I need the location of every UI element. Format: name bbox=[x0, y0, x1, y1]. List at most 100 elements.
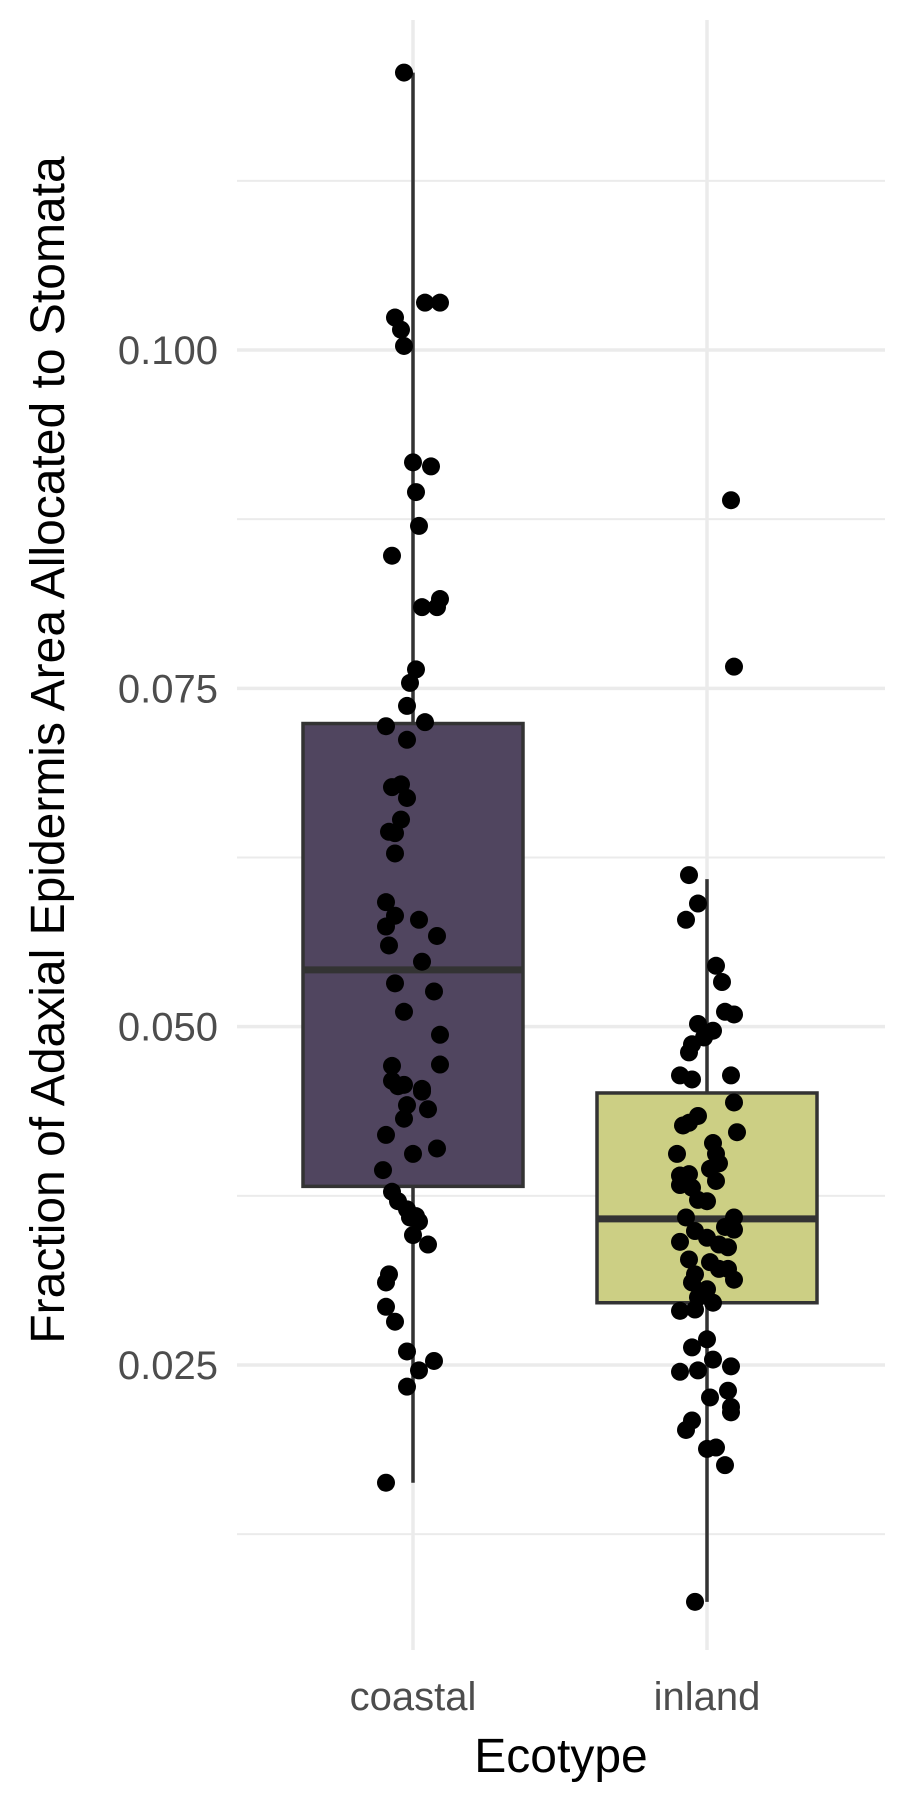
data-point-coastal bbox=[416, 713, 434, 732]
data-point-coastal bbox=[431, 1025, 449, 1044]
data-point-coastal bbox=[398, 1096, 416, 1115]
data-point-coastal bbox=[404, 453, 422, 472]
data-point-coastal bbox=[428, 926, 446, 945]
data-point-inland bbox=[677, 910, 695, 929]
data-point-inland bbox=[686, 1592, 704, 1611]
data-point-coastal bbox=[419, 1100, 437, 1119]
data-point-coastal bbox=[410, 516, 428, 535]
x-tick-label: coastal bbox=[350, 1675, 477, 1719]
data-point-coastal bbox=[383, 546, 401, 565]
data-point-inland bbox=[683, 1070, 701, 1089]
y-tick-label: 0.050 bbox=[118, 1006, 218, 1050]
data-point-coastal bbox=[404, 1144, 422, 1163]
data-point-coastal bbox=[404, 1226, 422, 1245]
data-point-coastal bbox=[410, 910, 428, 929]
data-point-inland bbox=[683, 1338, 701, 1357]
data-point-coastal bbox=[386, 1312, 404, 1331]
data-point-coastal bbox=[377, 1273, 395, 1292]
data-point-coastal bbox=[380, 936, 398, 955]
data-point-coastal bbox=[377, 1473, 395, 1492]
data-point-inland bbox=[680, 1043, 698, 1062]
x-axis-tick-labels: coastal inland bbox=[350, 1675, 761, 1719]
data-point-coastal bbox=[392, 810, 410, 829]
data-point-inland bbox=[680, 1250, 698, 1269]
data-point-coastal bbox=[419, 1235, 437, 1254]
data-point-coastal bbox=[386, 844, 404, 863]
data-point-inland bbox=[707, 1171, 725, 1190]
data-point-inland bbox=[671, 1301, 689, 1320]
data-point-coastal bbox=[377, 717, 395, 736]
data-point-inland bbox=[707, 956, 725, 975]
data-point-coastal bbox=[425, 982, 443, 1001]
data-point-coastal bbox=[398, 730, 416, 749]
data-point-coastal bbox=[374, 1161, 392, 1180]
data-point-coastal bbox=[413, 1082, 431, 1101]
data-point-inland bbox=[671, 1232, 689, 1251]
data-point-coastal bbox=[383, 1056, 401, 1075]
data-point-inland bbox=[722, 1357, 740, 1376]
data-point-inland bbox=[668, 1144, 686, 1163]
x-axis-title: Ecotype bbox=[474, 1730, 647, 1783]
data-point-coastal bbox=[416, 293, 434, 312]
box-coastal bbox=[301, 72, 525, 1483]
data-point-coastal bbox=[377, 893, 395, 912]
data-point-coastal bbox=[398, 788, 416, 807]
data-point-coastal bbox=[386, 824, 404, 843]
data-point-inland bbox=[725, 1005, 743, 1024]
data-point-coastal bbox=[410, 1361, 428, 1380]
data-point-inland bbox=[686, 1300, 704, 1319]
data-point-coastal bbox=[398, 696, 416, 715]
data-point-inland bbox=[722, 1066, 740, 1085]
data-point-inland bbox=[713, 973, 731, 992]
data-point-inland bbox=[689, 1361, 707, 1380]
y-axis-tick-labels: 0.025 0.050 0.075 0.100 bbox=[118, 329, 218, 1388]
data-point-inland bbox=[725, 1270, 743, 1289]
data-point-inland bbox=[725, 1093, 743, 1112]
data-point-coastal bbox=[431, 1055, 449, 1074]
data-point-inland bbox=[722, 1403, 740, 1422]
data-point-inland bbox=[674, 1116, 692, 1135]
data-point-coastal bbox=[395, 336, 413, 355]
data-point-inland bbox=[728, 1123, 746, 1142]
data-point-inland bbox=[698, 1439, 716, 1458]
data-point-coastal bbox=[428, 598, 446, 617]
data-point-coastal bbox=[386, 974, 404, 993]
data-point-inland bbox=[704, 1350, 722, 1369]
data-point-inland bbox=[719, 1238, 737, 1257]
data-point-inland bbox=[704, 1293, 722, 1312]
data-point-coastal bbox=[413, 598, 431, 617]
data-point-inland bbox=[725, 657, 743, 676]
data-point-inland bbox=[677, 1208, 695, 1227]
data-point-inland bbox=[680, 866, 698, 885]
data-point-inland bbox=[698, 1330, 716, 1349]
data-point-inland bbox=[725, 1220, 743, 1239]
y-tick-label: 0.025 bbox=[118, 1344, 218, 1388]
data-point-coastal bbox=[377, 1297, 395, 1316]
data-point-inland bbox=[698, 1192, 716, 1211]
data-point-coastal bbox=[431, 293, 449, 312]
data-point-inland bbox=[671, 1362, 689, 1381]
data-point-coastal bbox=[398, 1377, 416, 1396]
y-tick-label: 0.075 bbox=[118, 667, 218, 711]
data-point-coastal bbox=[407, 483, 425, 502]
data-point-inland bbox=[677, 1420, 695, 1439]
data-point-inland bbox=[710, 1154, 728, 1173]
x-tick-label: inland bbox=[654, 1675, 761, 1719]
data-point-coastal bbox=[389, 1077, 407, 1096]
data-point-coastal bbox=[398, 1342, 416, 1361]
data-point-inland bbox=[689, 1014, 707, 1033]
data-point-inland bbox=[722, 491, 740, 510]
data-point-coastal bbox=[428, 1139, 446, 1158]
data-point-coastal bbox=[395, 63, 413, 82]
data-point-coastal bbox=[401, 673, 419, 692]
data-point-coastal bbox=[392, 775, 410, 794]
y-tick-label: 0.100 bbox=[118, 329, 218, 373]
data-point-coastal bbox=[395, 1109, 413, 1128]
data-point-inland bbox=[719, 1381, 737, 1400]
data-point-coastal bbox=[377, 1125, 395, 1144]
data-point-coastal bbox=[422, 457, 440, 476]
data-points bbox=[374, 63, 746, 1611]
data-point-inland bbox=[683, 1273, 701, 1292]
